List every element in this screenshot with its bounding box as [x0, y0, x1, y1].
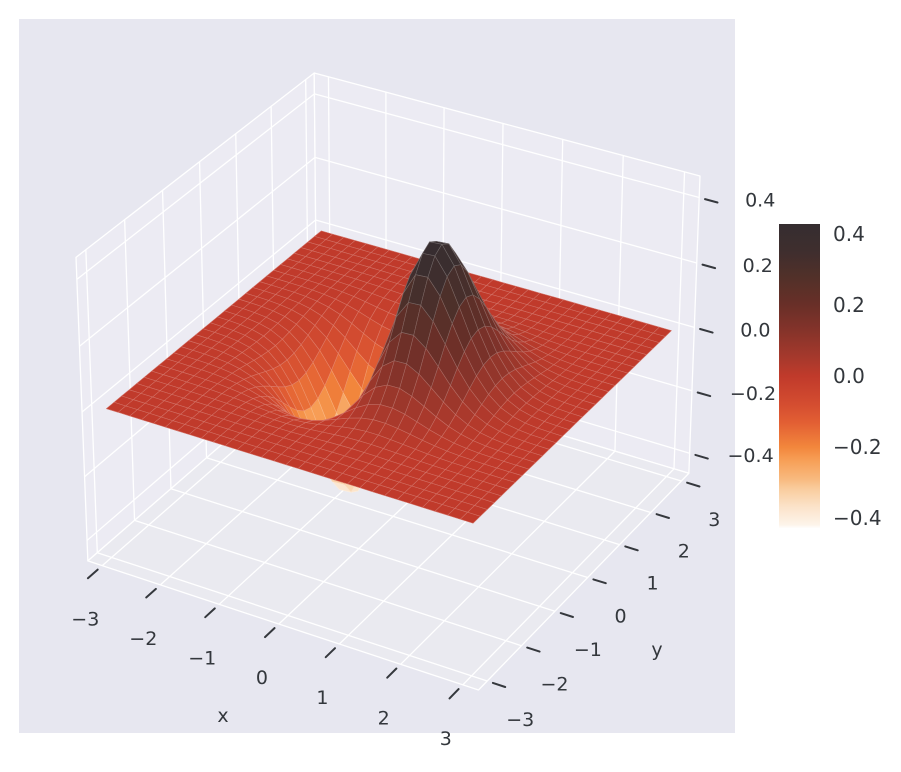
z-tick-label: 0.2 [743, 255, 773, 277]
z-tick [704, 198, 719, 204]
x-tick [86, 568, 99, 580]
y-axis-label: y [651, 639, 662, 661]
y-tick-label: −2 [540, 674, 568, 696]
x-tick [448, 688, 460, 700]
x-gridline-wall [673, 171, 686, 469]
colorbar-tick-label: −0.2 [833, 435, 882, 459]
y-tick [559, 612, 574, 618]
z-tick-label: −0.4 [728, 445, 774, 467]
z-tick [696, 391, 712, 398]
z-tick-label: 0.4 [745, 190, 775, 212]
x-tick-label: 3 [440, 728, 452, 750]
colorbar-tick-label: 0.2 [833, 293, 865, 317]
z-tick [699, 328, 714, 334]
y-tick-label: 1 [647, 573, 659, 595]
surface-facet [420, 277, 441, 322]
colorbar-gradient [779, 224, 820, 528]
x-tick-label: 2 [378, 707, 390, 729]
colorbar-tick-label: −0.4 [833, 506, 882, 530]
x-gridline-floor [400, 450, 616, 665]
z-tick-label: 0.0 [740, 319, 770, 341]
y-tick-label: 0 [615, 606, 627, 628]
x-tick [145, 587, 157, 599]
y-tick [655, 513, 670, 519]
z-tick [701, 263, 717, 270]
y-tick-label: −3 [506, 709, 534, 731]
y-gridline-floor [134, 519, 522, 647]
x-tick-label: 0 [256, 667, 268, 689]
z-gridline-right [314, 156, 697, 264]
z-tick-label: −0.2 [730, 383, 776, 405]
x-gridline-wall [614, 155, 624, 452]
colorbar-tick-label: 0.0 [833, 364, 865, 388]
y-tick [491, 681, 507, 688]
y-tick [624, 545, 639, 552]
y-gridline-floor [97, 552, 488, 682]
z-tick [694, 453, 709, 460]
y-gridline-wall [123, 219, 136, 521]
x-axis-label: x [217, 705, 228, 727]
y-tick-label: −1 [574, 639, 602, 661]
colorbar-tick-label: 0.4 [833, 222, 865, 246]
x-gridline-floor [462, 468, 675, 686]
colorbar: 0.4 0.2 0.0 −0.2 −0.4 [779, 222, 882, 530]
axis-ticks [86, 198, 719, 700]
z-gridline-right [314, 93, 700, 199]
z-gridline-left [81, 219, 317, 413]
y-tick [686, 481, 701, 488]
x-tick-label: 1 [316, 687, 328, 709]
z-gridline-right [315, 219, 695, 329]
z-gridline-left [76, 93, 315, 280]
x-tick-label: −1 [188, 647, 216, 669]
surface-facet [460, 512, 481, 524]
x-tick [386, 667, 398, 679]
y-gridline-wall [85, 249, 98, 553]
y-tick-label: 3 [708, 509, 720, 531]
x-tick-label: −3 [71, 609, 99, 631]
x-tick [204, 607, 216, 619]
y-tick-label: 2 [678, 541, 690, 563]
x-tick-label: −2 [129, 628, 157, 650]
y-tick [526, 646, 541, 653]
y-gridline-floor [170, 488, 556, 612]
surface-mesh [106, 230, 672, 524]
x-tick [264, 627, 276, 639]
z-gridline-left [79, 156, 316, 347]
y-tick [592, 578, 607, 585]
y-gridline-wall [161, 190, 172, 489]
x-tick [324, 647, 336, 659]
y-gridline-floor [206, 457, 588, 579]
